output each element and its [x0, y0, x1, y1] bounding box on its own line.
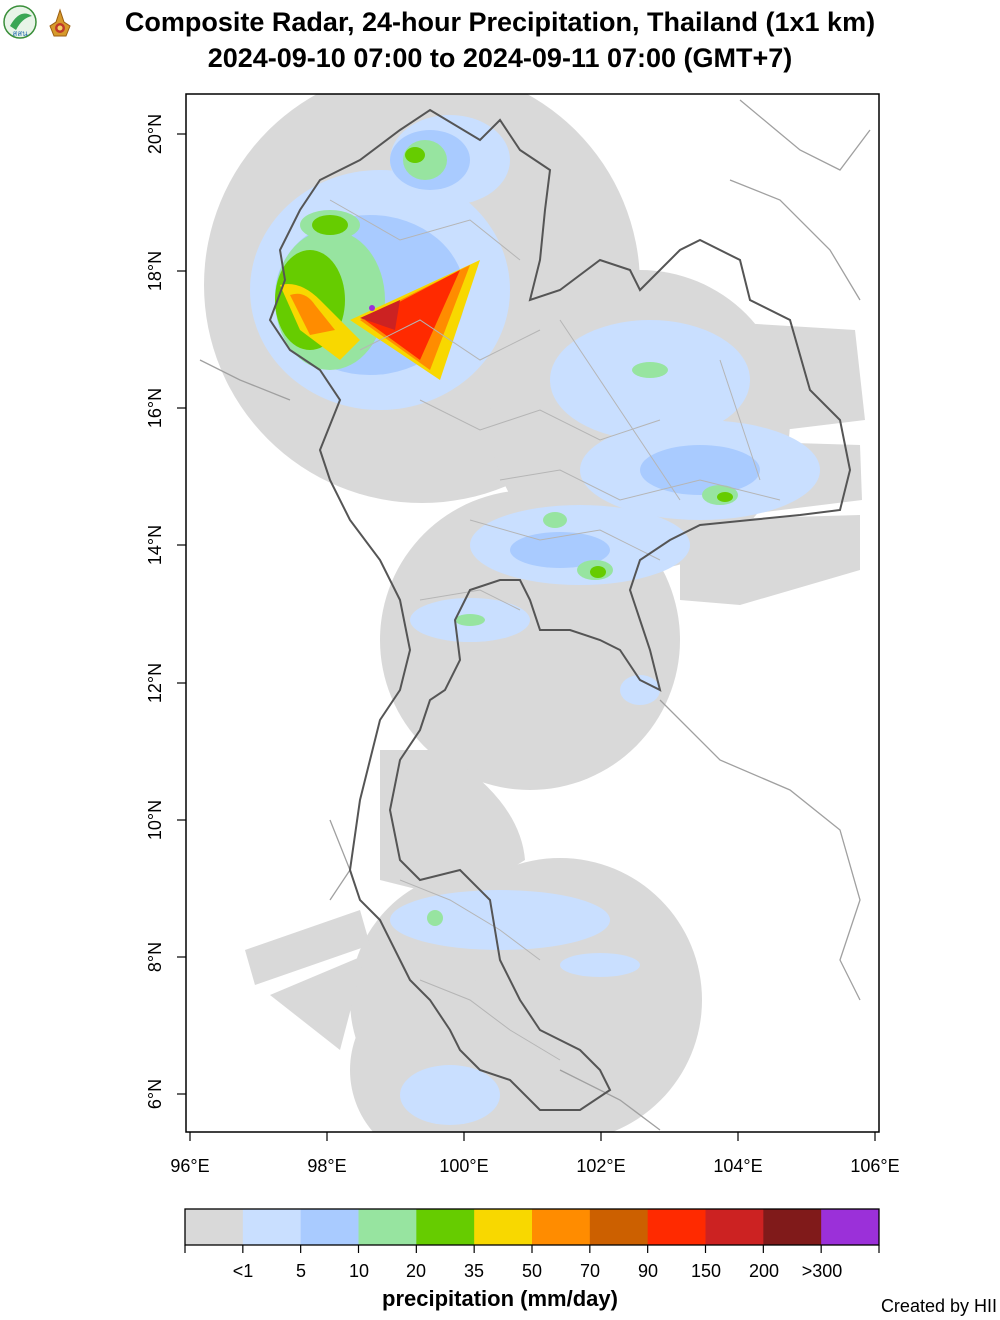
hii-logo-icon: สสน — [3, 5, 37, 39]
province-boundaries — [329, 199, 781, 1061]
y-tick-label: 20°N — [145, 114, 165, 154]
legend-label: 50 — [522, 1261, 542, 1281]
thailand-border — [268, 108, 852, 1111]
legend-swatch — [647, 1209, 706, 1245]
legend-label: 10 — [349, 1261, 369, 1281]
y-tick-label: 6°N — [145, 1079, 165, 1109]
y-axis — [177, 133, 186, 1095]
legend-swatch — [589, 1209, 649, 1245]
legend-label: 20 — [406, 1261, 426, 1281]
legend-swatch — [185, 1209, 244, 1245]
y-tick-labels: 6°N 8°N 10°N 12°N 14°N 16°N 18°N 20°N — [145, 114, 165, 1109]
legend-title: precipitation (mm/day) — [382, 1286, 618, 1311]
radar-map: 96°E 98°E 100°E 102°E 104°E 106°E 6°N 8°… — [145, 93, 900, 1176]
legend-swatch — [474, 1209, 533, 1245]
legend-swatch — [763, 1209, 822, 1245]
precip-300 — [369, 305, 375, 311]
hii-logo-text: สสน — [12, 29, 28, 38]
legend-label: 150 — [691, 1261, 721, 1281]
legend-swatch — [358, 1209, 417, 1245]
x-tick-label: 102°E — [576, 1156, 625, 1176]
map-title: Composite Radar, 24-hour Precipitation, … — [124, 7, 876, 37]
y-tick-label: 18°N — [145, 251, 165, 291]
precip-90 — [365, 270, 460, 360]
y-tick-label: 12°N — [145, 663, 165, 703]
legend-label: 70 — [580, 1261, 600, 1281]
legend-label: >300 — [802, 1261, 843, 1281]
map-subtitle-date-range: 2024-09-10 07:00 to 2024-09-11 07:00 (GM… — [207, 43, 793, 73]
legend-label: 200 — [749, 1261, 779, 1281]
legend-swatch — [300, 1209, 359, 1245]
legend-swatches — [185, 1209, 880, 1245]
legend-label: 5 — [296, 1261, 306, 1281]
legend-ticks — [184, 1245, 880, 1253]
plot-frame — [185, 93, 880, 1133]
legend-swatch — [242, 1209, 302, 1245]
legend-label: 35 — [464, 1261, 484, 1281]
x-tick-label: 104°E — [713, 1156, 762, 1176]
y-tick-label: 14°N — [145, 525, 165, 565]
legend-swatch — [705, 1209, 764, 1245]
x-tick-label: 100°E — [439, 1156, 488, 1176]
color-legend: <1 5 10 20 35 50 70 90 150 200 >300 — [184, 1208, 880, 1281]
legend-swatch — [416, 1209, 475, 1245]
x-tick-labels: 96°E 98°E 100°E 102°E 104°E 106°E — [170, 1156, 899, 1176]
legend-swatch — [821, 1209, 880, 1245]
precip-150 — [360, 300, 400, 330]
x-axis — [189, 1132, 876, 1141]
legend-swatch — [532, 1209, 591, 1245]
royal-emblem-icon — [49, 8, 71, 37]
legend-labels: <1 5 10 20 35 50 70 90 150 200 >300 — [233, 1261, 843, 1281]
legend-label: 90 — [638, 1261, 658, 1281]
x-tick-label: 106°E — [850, 1156, 899, 1176]
credit-text: Created by HII — [880, 1296, 997, 1316]
legend-label: <1 — [233, 1261, 254, 1281]
y-tick-label: 10°N — [145, 800, 165, 840]
neighbor-coastlines — [199, 99, 871, 1131]
logos: สสน — [3, 5, 71, 39]
x-tick-label: 98°E — [307, 1156, 346, 1176]
x-tick-label: 96°E — [170, 1156, 209, 1176]
y-tick-label: 8°N — [145, 942, 165, 972]
y-tick-label: 16°N — [145, 388, 165, 428]
